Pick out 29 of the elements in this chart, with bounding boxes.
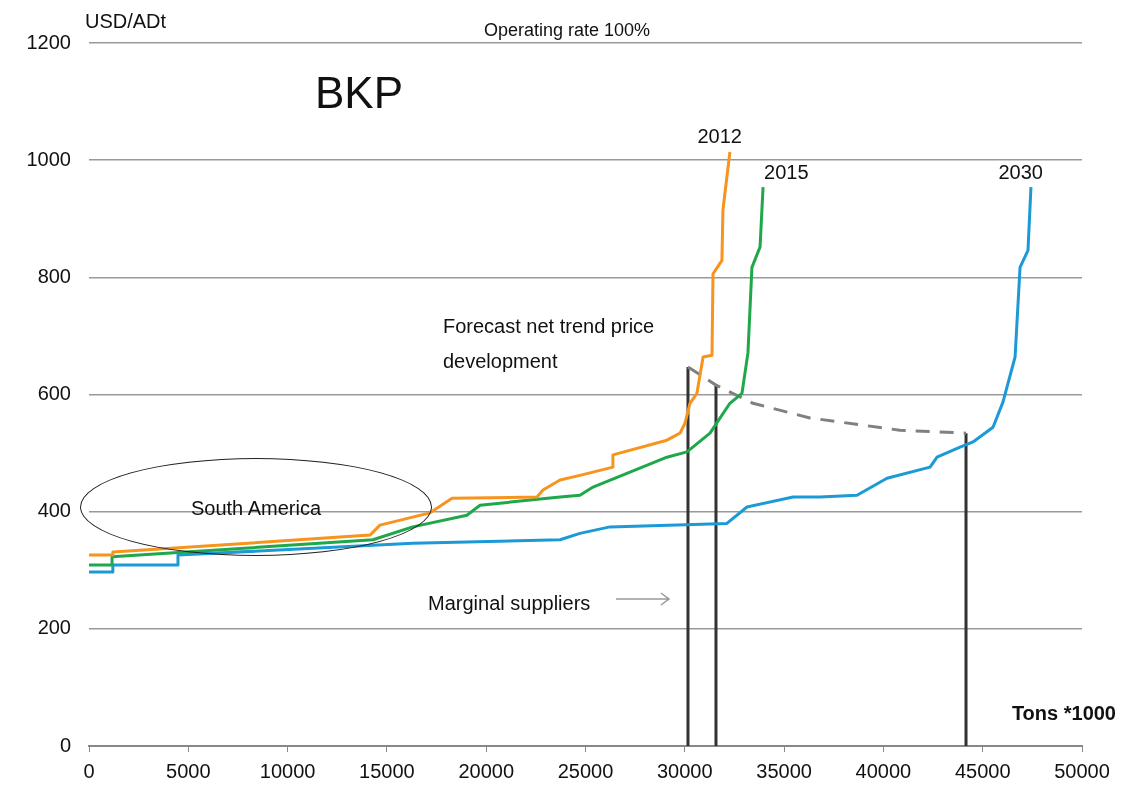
x-tick-label: 20000 [458, 759, 515, 782]
y-tick-label: 800 [37, 264, 71, 287]
y-axis-title: USD/ADt [85, 9, 167, 32]
x-tick-label: 45000 [954, 759, 1011, 782]
series-label: 2015 [764, 160, 809, 183]
y-tick-label: 600 [37, 382, 71, 405]
annotation: South America [190, 496, 322, 519]
x-tick-label: 15000 [359, 759, 415, 782]
y-tick-label: 1200 [26, 30, 71, 53]
x-tick-label: 35000 [756, 759, 812, 782]
y-tick-label: 200 [37, 616, 71, 639]
x-axis-title: Tons *1000 [1011, 701, 1116, 724]
y-tick-label: 0 [59, 733, 71, 756]
x-tick-label: 30000 [656, 759, 713, 782]
y-tick-label: 1000 [26, 147, 71, 170]
x-tick-label: 40000 [855, 759, 912, 782]
x-tick-label: 5000 [166, 759, 211, 782]
series-label: 2012 [697, 125, 742, 148]
text: BKP [315, 68, 404, 118]
x-tick-label: 0 [83, 759, 95, 782]
y-tick-label: 400 [37, 499, 71, 522]
annotation: Marginal suppliers [428, 591, 591, 614]
x-tick-label: 25000 [557, 759, 614, 782]
x-tick-label: 50000 [1054, 759, 1110, 782]
annotation: Forecast net trend price development [443, 314, 655, 372]
chart-subtitle: Operating rate 100% [483, 19, 651, 40]
series-label: 2030 [998, 160, 1043, 183]
x-tick-label: 10000 [259, 759, 316, 782]
line-series [686, 365, 968, 435]
